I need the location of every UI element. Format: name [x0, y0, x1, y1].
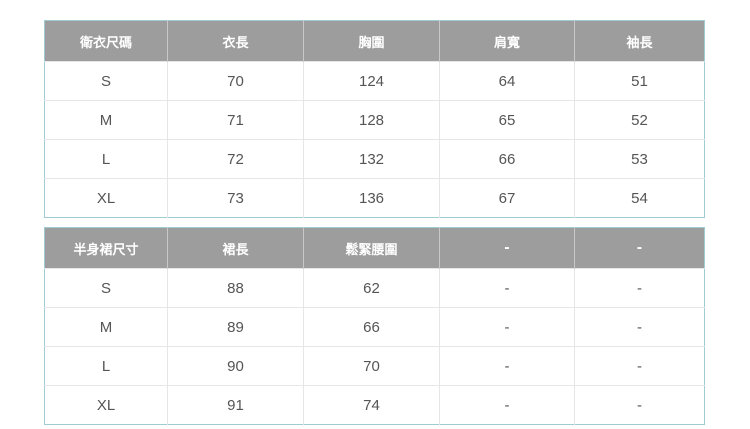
table-cell: 64	[439, 61, 575, 101]
table-cell: 51	[574, 61, 705, 101]
header-cell: 肩寬	[439, 20, 575, 62]
table-cell: 90	[167, 346, 304, 386]
header-cell: -	[439, 227, 575, 269]
table-cell: 132	[303, 139, 440, 179]
table-cell: 124	[303, 61, 440, 101]
table-row: XL 73 136 67 54	[44, 178, 705, 218]
header-cell: 胸圍	[303, 20, 440, 62]
table-cell: 72	[167, 139, 304, 179]
skirt-size-table: 半身裙尺寸 裙長 鬆緊腰圍 - - S 88 62- - M 89 66- - L 90 70- - X…	[44, 227, 705, 425]
table-cell: 136	[303, 178, 440, 218]
table-cell: -	[574, 346, 705, 386]
table-row: M 89 66- -	[44, 307, 705, 347]
header-row: 衛衣尺碼 衣長 胸圍 肩寬 袖長	[44, 20, 705, 62]
table-cell: L	[44, 346, 168, 386]
table-cell: -	[439, 346, 575, 386]
table-row: M 71 128 65 52	[44, 100, 705, 140]
header-cell: 鬆緊腰圍	[303, 227, 440, 269]
table-cell: 70	[303, 346, 440, 386]
table-cell: M	[44, 100, 168, 140]
table-cell: 66	[439, 139, 575, 179]
table-cell: -	[574, 307, 705, 347]
table-cell: 128	[303, 100, 440, 140]
table-cell: M	[44, 307, 168, 347]
header-cell: 袖長	[574, 20, 705, 62]
header-cell: 衣長	[167, 20, 304, 62]
table-cell: 89	[167, 307, 304, 347]
header-cell: 衛衣尺碼	[44, 20, 168, 62]
table-row: XL 91 74- -	[44, 385, 705, 425]
table-row: L 72 132 66 53	[44, 139, 705, 179]
table-cell: 74	[303, 385, 440, 425]
table-row: L 90 70- -	[44, 346, 705, 386]
header-cell: 裙長	[167, 227, 304, 269]
table-cell: 88	[167, 268, 304, 308]
table-cell: -	[439, 385, 575, 425]
table-cell: XL	[44, 385, 168, 425]
table-cell: S	[44, 61, 168, 101]
top-size-table: 衛衣尺碼 衣長 胸圍 肩寬 袖長 S 70 124 64 51 M 71 128 65 52 L 72…	[44, 20, 705, 218]
table-cell: 67	[439, 178, 575, 218]
table-cell: 73	[167, 178, 304, 218]
header-cell: -	[574, 227, 705, 269]
table-row: S 88 62- -	[44, 268, 705, 308]
table-row: S 70 124 64 51	[44, 61, 705, 101]
table-cell: 65	[439, 100, 575, 140]
header-row: 半身裙尺寸 裙長 鬆緊腰圍 - -	[44, 227, 705, 269]
table-cell: S	[44, 268, 168, 308]
table-cell: 71	[167, 100, 304, 140]
table-cell: 70	[167, 61, 304, 101]
table-cell: -	[439, 307, 575, 347]
table-cell: XL	[44, 178, 168, 218]
header-cell: 半身裙尺寸	[44, 227, 168, 269]
table-cell: -	[574, 385, 705, 425]
table-cell: -	[439, 268, 575, 308]
table-cell: -	[574, 268, 705, 308]
table-cell: 66	[303, 307, 440, 347]
table-cell: 62	[303, 268, 440, 308]
table-cell: 53	[574, 139, 705, 179]
table-cell: 52	[574, 100, 705, 140]
table-cell: 54	[574, 178, 705, 218]
table-cell: L	[44, 139, 168, 179]
table-cell: 91	[167, 385, 304, 425]
